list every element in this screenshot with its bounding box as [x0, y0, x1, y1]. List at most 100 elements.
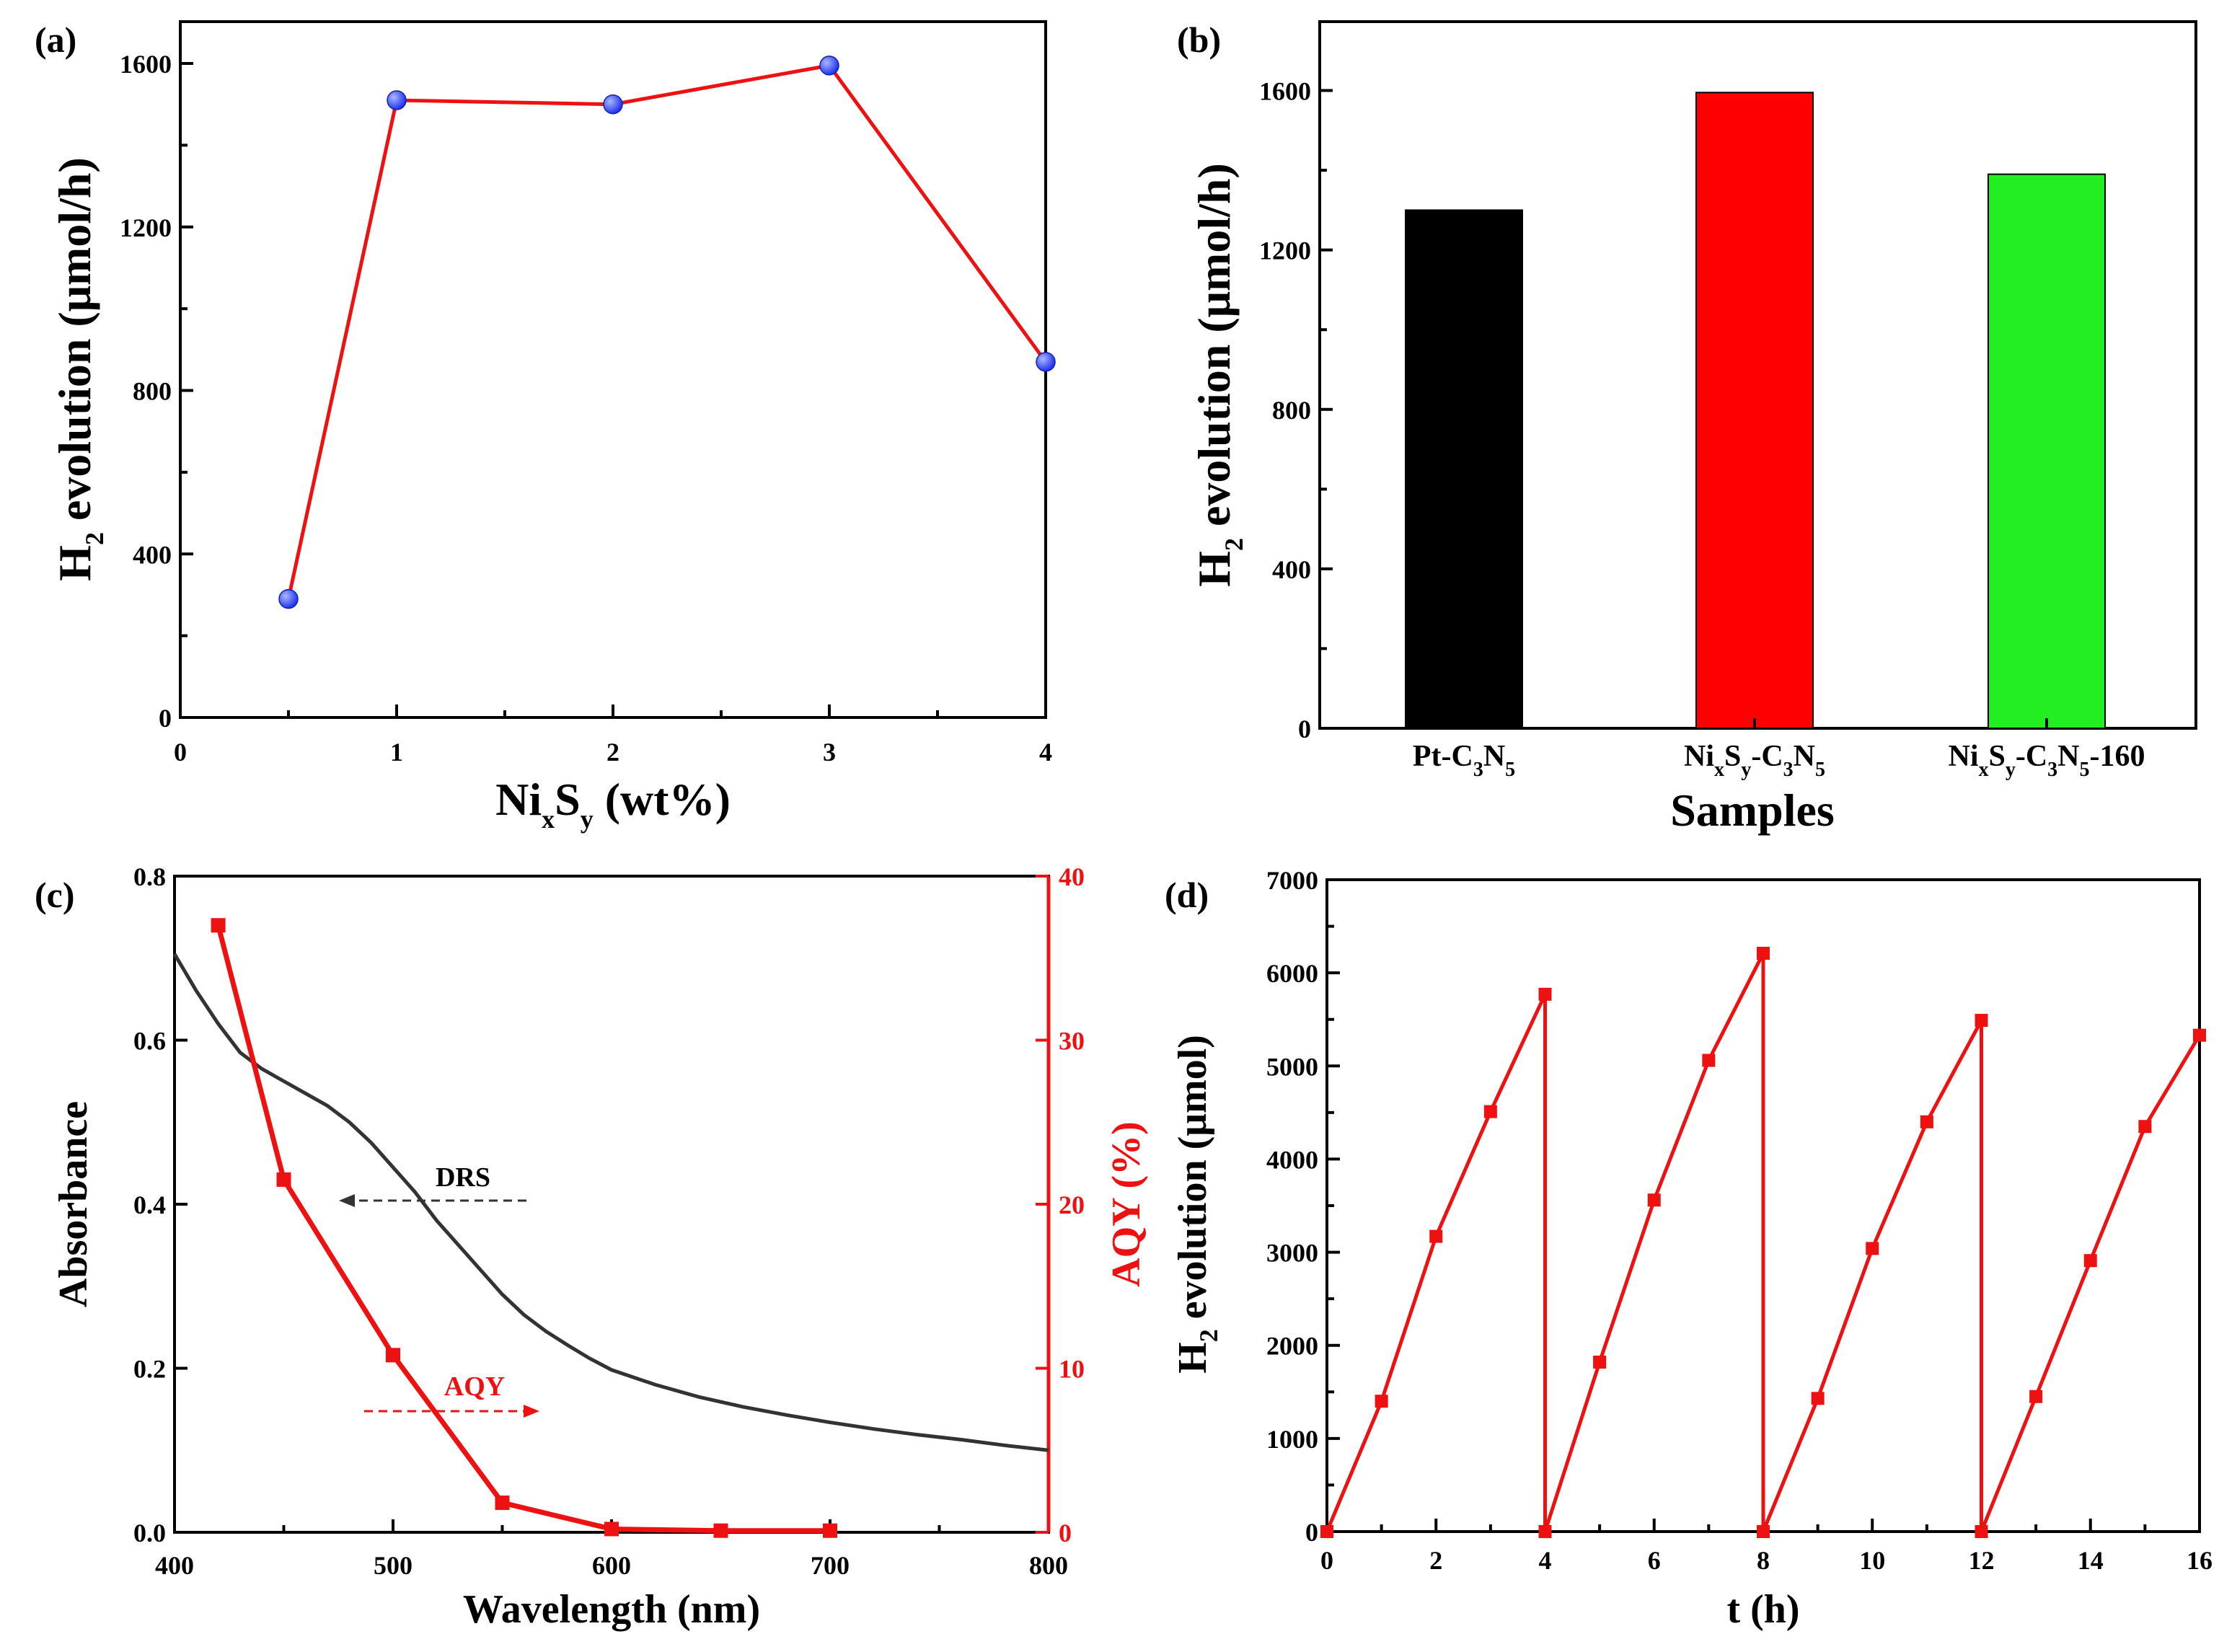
b-category-subscript: 3	[1473, 759, 1483, 781]
c-aqy-point	[823, 1523, 837, 1538]
d-data-point	[2029, 1390, 2043, 1403]
panel-a-series	[278, 56, 1056, 609]
d-y-tick-label: 7000	[1266, 866, 1318, 895]
panel-b-y-ticks: 0 400 800 1200 1600	[1259, 77, 1333, 743]
d-x-tick-label: 10	[1859, 1546, 1885, 1575]
b-category-text: S	[1988, 740, 2005, 773]
a-x-tick-label: 4	[1039, 738, 1052, 767]
d-y-tick-label: 4000	[1266, 1145, 1318, 1174]
panel-b-bars: Pt-C3N5 NixSy-C3N5 NixSy-C3N5-160	[1405, 92, 2145, 781]
b-category-subscript: x	[1714, 759, 1724, 781]
panel-d-x-title: t (h)	[1726, 1587, 1799, 1632]
a-x-tick-label: 1	[390, 738, 403, 767]
a-y-tick-label: 1200	[120, 213, 172, 242]
b-category-text: -C	[1751, 740, 1783, 773]
a-x-tick-label: 3	[823, 738, 836, 767]
panel-d: (d) 0 2 4 6 8 10 12 14 16 0 1000 2000 3000 4000 5000 6…	[1165, 866, 2213, 1632]
panel-c-y-title: Absorbance	[51, 1101, 96, 1307]
d-x-tick-label: 2	[1429, 1546, 1442, 1575]
panel-a-y-ticks: 0 400 800 1200 1600	[120, 50, 193, 733]
panel-c-right-y-ticks: 0 10 20 30 40	[1036, 862, 1085, 1547]
c-aqy-point	[276, 1172, 291, 1187]
c-y-tick-label: 0.0	[133, 1519, 166, 1547]
panel-d-label: (d)	[1165, 875, 1209, 915]
a-data-point	[1036, 352, 1056, 372]
d-data-point	[1811, 1392, 1825, 1405]
d-data-point	[1593, 1355, 1607, 1369]
b-category-subscript: 3	[2047, 759, 2057, 781]
d-data-point	[1538, 987, 1552, 1001]
b-category-label: NixSy-C3N5-160	[1948, 740, 2145, 781]
panel-b-y-title: H2 evolution (μmol/h)	[1188, 163, 1248, 587]
d-data-point	[1702, 1054, 1716, 1067]
c-y-tick-label: 0.2	[133, 1355, 166, 1384]
c-aqy-point	[386, 1348, 400, 1363]
a-x-tick-label: 2	[606, 738, 619, 767]
d-data-point	[1429, 1229, 1443, 1243]
b-category-text: N	[1483, 740, 1505, 773]
panel-c-y-ticks: 0.0 0.2 0.4 0.6 0.8	[133, 862, 188, 1547]
a-y-tick-label: 800	[133, 377, 172, 406]
d-data-point	[1483, 1105, 1497, 1118]
b-y-tick-label: 1600	[1259, 77, 1311, 106]
b-category-subscript: 5	[2080, 759, 2090, 781]
drs-arrow-head	[339, 1194, 355, 1207]
b-category-subscript: x	[1978, 759, 1988, 781]
d-data-point	[1757, 947, 1770, 960]
d-data-point	[1375, 1395, 1388, 1408]
b-category-subscript: y	[1741, 759, 1751, 781]
a-y-tick-label: 400	[133, 540, 172, 569]
c-aqy-point	[713, 1523, 728, 1538]
panel-a-x-title: NixSy (wt%)	[495, 774, 731, 834]
c-right-y-tick-label: 20	[1059, 1191, 1085, 1219]
panel-d-y-title: H2 evolution (μmol)	[1170, 1035, 1223, 1374]
d-data-point	[2193, 1028, 2206, 1042]
panel-c: (c) 400 500 600 700 800 0.0 0.2 0.4 0.6 0.8 0 10 2…	[35, 862, 1149, 1632]
panel-b-x-title: Samples	[1670, 785, 1835, 836]
c-aqy-point	[211, 918, 226, 933]
a-x-tick-label: 0	[174, 738, 187, 767]
panel-c-x-title: Wavelength (nm)	[463, 1587, 760, 1632]
d-data-point	[2083, 1254, 2097, 1268]
b-y-tick-label: 800	[1272, 396, 1311, 425]
panel-c-right-y-title: AQY (%)	[1104, 1121, 1149, 1287]
c-x-tick-label: 800	[1029, 1551, 1068, 1580]
b-category-text: N	[1794, 740, 1815, 773]
c-x-tick-label: 700	[811, 1551, 850, 1580]
c-aqy-point	[604, 1521, 619, 1537]
b-category-subscript: y	[2006, 759, 2016, 781]
b-category-text: Ni	[1948, 740, 1978, 773]
b-category-subscript: 3	[1783, 759, 1794, 781]
d-x-tick-label: 12	[1969, 1546, 1995, 1575]
b-y-tick-label: 0	[1298, 715, 1311, 743]
c-y-tick-label: 0.4	[133, 1191, 166, 1219]
d-y-tick-label: 1000	[1266, 1425, 1318, 1454]
c-drs-line	[172, 953, 1049, 1452]
c-x-tick-label: 400	[155, 1551, 194, 1580]
panel-c-series	[172, 918, 1049, 1538]
c-x-tick-label: 500	[374, 1551, 413, 1580]
d-data-point	[1757, 1525, 1770, 1538]
c-right-y-tick-label: 0	[1059, 1519, 1072, 1547]
d-y-tick-label: 6000	[1266, 959, 1318, 988]
d-x-tick-label: 0	[1320, 1546, 1333, 1575]
panel-a: (a) 0 1 2 3 4 0 400 800 1200 1600 NixSy (wt%) H2…	[35, 19, 1056, 834]
aqy-label: AQY	[444, 1371, 505, 1402]
b-bar	[1988, 173, 2106, 729]
c-y-tick-label: 0.6	[133, 1027, 166, 1056]
d-data-point	[1975, 1014, 1988, 1028]
b-category-text: N	[2057, 740, 2079, 773]
d-data-point	[1320, 1525, 1333, 1538]
d-data-point	[2138, 1120, 2152, 1134]
a-data-point	[819, 56, 839, 76]
c-right-y-tick-label: 40	[1059, 862, 1085, 891]
d-data-point	[1975, 1525, 1988, 1538]
panel-a-label: (a)	[35, 19, 76, 60]
b-category-subscript: 5	[1505, 759, 1515, 781]
b-y-tick-label: 1200	[1259, 237, 1311, 265]
c-aqy-point	[495, 1496, 510, 1511]
d-x-tick-label: 6	[1648, 1546, 1661, 1575]
b-category-text: S	[1724, 740, 1741, 773]
